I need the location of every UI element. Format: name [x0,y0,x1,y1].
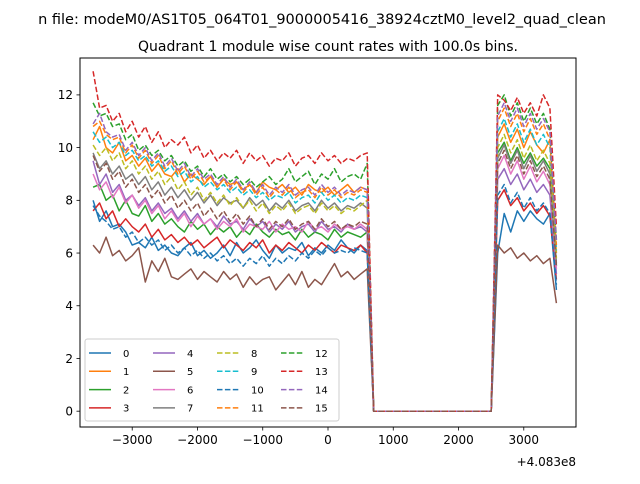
legend-label: 15 [315,404,328,415]
y-tick-label: 8 [65,194,73,208]
x-tick-label: 2000 [443,433,474,447]
x-tick-label: −1000 [242,433,283,447]
y-tick-label: 2 [65,352,73,366]
figure-suptitle: n file: modeM0/AS1T05_064T01_9000005416_… [38,12,606,28]
x-axis-offset-label: +4.083e8 [517,455,576,469]
legend-item-12: 12 [281,349,328,360]
legend-item-8: 8 [217,349,257,360]
legend-label: 5 [187,367,193,378]
legend-item-6: 6 [153,385,193,396]
legend-label: 12 [315,349,328,360]
legend-item-4: 4 [153,349,193,360]
legend-item-5: 5 [153,367,193,378]
x-tick-label: −2000 [177,433,218,447]
series-lines [92,71,558,412]
chart-title: Quadrant 1 module wise count rates with … [138,39,518,55]
legend-label: 8 [251,349,257,360]
legend-item-13: 13 [281,367,328,378]
legend-item-0: 0 [89,349,129,360]
legend-label: 10 [251,385,264,396]
legend-item-15: 15 [281,404,328,415]
y-tick-label: 4 [65,299,73,313]
legend-label: 13 [315,367,328,378]
legend-label: 3 [123,404,129,415]
legend-item-14: 14 [281,385,328,396]
legend-item-1: 1 [89,367,129,378]
legend-label: 2 [123,385,129,396]
legend-label: 6 [187,385,193,396]
legend-box [84,338,340,422]
x-tick-label: −3000 [112,433,153,447]
legend-item-3: 3 [89,404,129,415]
x-axis: −3000 −2000 −1000 0 1000 2000 3000 [112,427,539,447]
legend-label: 7 [187,404,193,415]
x-tick-label: 3000 [509,433,540,447]
series-line-15 [92,149,558,412]
legend-item-9: 9 [217,367,257,378]
legend-item-7: 7 [153,404,193,415]
y-axis: 0 2 4 6 8 10 12 [58,88,80,418]
y-tick-label: 12 [58,88,73,102]
legend-label: 14 [315,385,328,396]
y-tick-label: 10 [58,141,73,155]
legend-label: 1 [123,367,129,378]
series-line-12 [92,94,558,412]
legend-label: 4 [187,349,193,360]
x-tick-label: 0 [324,433,332,447]
legend-item-10: 10 [217,385,264,396]
y-tick-label: 0 [65,404,73,418]
x-tick-label: 1000 [378,433,409,447]
legend-label: 0 [123,349,129,360]
legend-label: 9 [251,367,257,378]
series-line-14 [92,102,558,412]
legend-item-11: 11 [217,404,264,415]
y-tick-label: 6 [65,246,73,260]
legend-item-2: 2 [89,385,129,396]
series-line-13 [92,71,558,412]
legend-label: 11 [251,404,264,415]
